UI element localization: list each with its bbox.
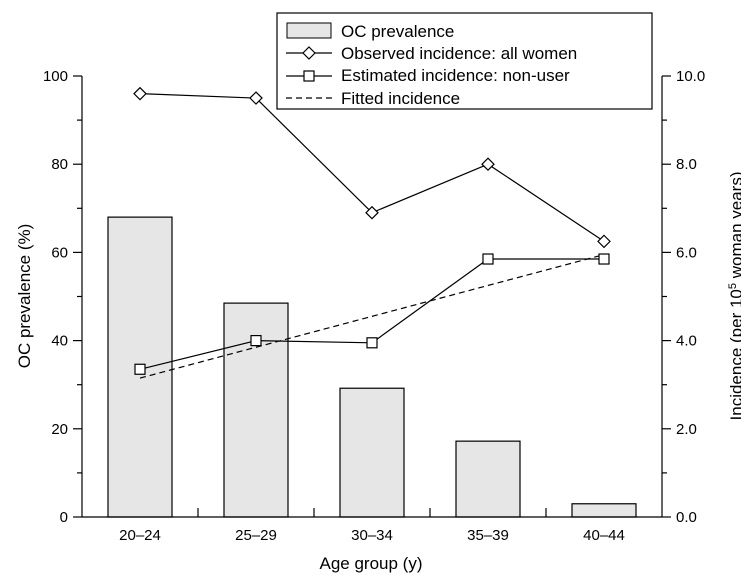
y-left-tick-label-40: 40 (51, 333, 68, 350)
x-tick-label-3: 35–39 (467, 527, 509, 544)
legend-box (276, 12, 653, 110)
series-line-2 (139, 254, 605, 379)
bars-layer (107, 216, 637, 518)
y-left-tick-label-0: 0 (60, 509, 68, 526)
y-right-tick-label-4: 8.0 (676, 156, 697, 173)
bar-2 (339, 387, 405, 518)
legend-label-estimated: Estimated incidence: non-user (341, 66, 570, 85)
y-left-tick-label-80: 80 (51, 156, 68, 173)
legend-swatch-bars (286, 22, 332, 39)
series-1-point-1 (250, 335, 262, 347)
y-axis-right-title-prefix: Incidence (per 10 (727, 289, 741, 420)
legend-label-fitted: Fitted incidence (341, 89, 460, 108)
axes-layer: 0 20 40 60 80 100 0.0 2.0 4.0 6.0 8.0 10.0 20–24 25–2… (43, 68, 705, 544)
series-0-point-4 (597, 234, 611, 249)
series-0-point-2 (365, 205, 379, 220)
y-right-tick-label-5: 10.0 (676, 68, 705, 85)
series-0-point-1 (249, 91, 263, 105)
bar-4 (571, 503, 637, 518)
legend-marker-square (303, 70, 315, 82)
y-right-tick-label-3: 6.0 (676, 244, 697, 261)
legend-label-observed: Observed incidence: all women (341, 44, 577, 63)
y-right-tick-label-1: 2.0 (676, 421, 697, 438)
y-left-tick-label-100: 100 (43, 68, 68, 85)
legend-label-bars: OC prevalence (341, 22, 454, 41)
y-axis-right-title-sup: 5 (727, 283, 739, 289)
series-0-point-3 (481, 157, 495, 172)
series-1-point-3 (482, 253, 494, 265)
lines-layer (133, 86, 611, 379)
x-tick-label-2: 30–34 (351, 527, 393, 544)
y-axis-right-title: Incidence (per 105 woman years) (727, 172, 741, 421)
y-left-tick-label-20: 20 (51, 421, 68, 438)
series-1-point-2 (366, 337, 378, 349)
bar-3 (455, 440, 521, 518)
x-axis-title: Age group (y) (320, 554, 423, 573)
x-tick-label-4: 40–44 (583, 527, 625, 544)
series-1-point-4 (598, 253, 610, 265)
legend: OC prevalence Observed incidence: all wo… (276, 12, 653, 110)
y-axis-left-title: OC prevalence (%) (15, 224, 34, 369)
y-left-tick-label-60: 60 (51, 244, 68, 261)
x-tick-label-0: 20–24 (119, 527, 161, 544)
y-axis-right-title-suffix: woman years) (727, 172, 741, 283)
x-tick-label-1: 25–29 (235, 527, 277, 544)
y-right-tick-label-0: 0.0 (676, 509, 697, 526)
y-right-tick-label-2: 4.0 (676, 333, 697, 350)
series-line-1 (139, 258, 604, 370)
legend-marker-diamond (302, 46, 316, 60)
series-1-point-0 (134, 363, 146, 375)
series-0-point-0 (133, 86, 147, 101)
